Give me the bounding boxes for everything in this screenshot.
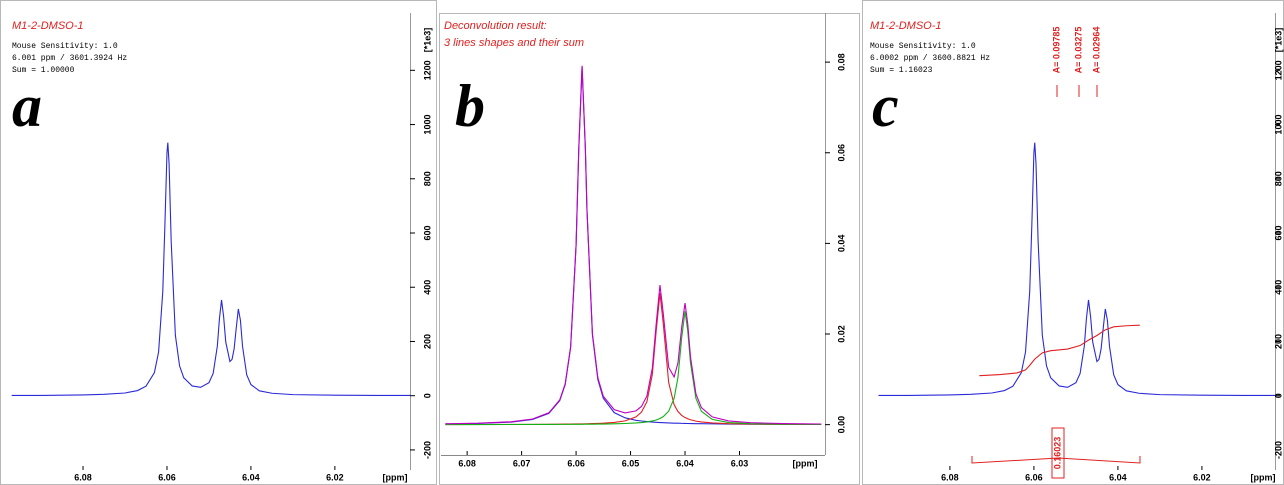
y-tick-label: 400	[1273, 280, 1283, 295]
x-axis-label: [ppm]	[1251, 472, 1276, 482]
integral-bracket	[971, 456, 1141, 464]
y-tick-label: 600	[422, 225, 432, 240]
y-axis-label: [*1e3]	[1273, 28, 1283, 53]
x-tick-label: 6.02	[326, 472, 344, 482]
info-line: Sum = 1.00000	[12, 66, 75, 75]
x-tick-label: 6.06	[158, 472, 176, 482]
info-line: Sum = 1.16023	[870, 66, 933, 75]
spectrum-title: Deconvolution result:	[444, 20, 547, 32]
subtitle: 3 lines shapes and their sum	[444, 37, 584, 49]
y-tick-label: 600	[1273, 225, 1283, 240]
x-tick-label: 6.04	[242, 472, 260, 482]
y-tick-label: 0	[422, 393, 432, 398]
panel-frame	[0, 0, 437, 485]
integral-box	[1051, 427, 1065, 479]
y-tick-label: 1200	[1273, 60, 1283, 80]
x-tick-label: 6.06	[1025, 472, 1043, 482]
plot-area	[878, 142, 1275, 396]
y-tick-label: 1200	[422, 60, 432, 80]
y-tick-label: 0	[1273, 393, 1283, 398]
y-tick-label: 1000	[1273, 115, 1283, 135]
panel-label: a	[12, 73, 42, 139]
x-axis-label: [ppm]	[793, 458, 818, 468]
x-tick-label: 6.08	[458, 458, 476, 468]
panel-frame	[862, 0, 1284, 485]
annotation: A= 0.03275	[1073, 27, 1083, 74]
y-tick-label: 400	[422, 280, 432, 295]
x-tick-label: 6.07	[513, 458, 531, 468]
x-tick-label: 6.04	[676, 458, 694, 468]
panel-label: b	[455, 73, 485, 139]
info-line: 6.0002 ppm / 3600.8821 Hz	[870, 54, 990, 63]
y-axis-label: [*1e3]	[422, 28, 432, 53]
x-axis-label: [ppm]	[383, 472, 408, 482]
y-tick-label: 200	[422, 334, 432, 349]
x-tick-label: 6.02	[1193, 472, 1211, 482]
annotation: A= 0.02964	[1091, 27, 1101, 74]
x-tick-label: 6.08	[74, 472, 92, 482]
panel-label: c	[872, 73, 899, 139]
y-tick-label: 0.08	[836, 53, 846, 71]
info-line: Mouse Sensitivity: 1.0	[870, 42, 976, 51]
y-tick-label: 0.00	[836, 416, 846, 434]
panel-frame	[439, 13, 860, 485]
x-tick-label: 6.03	[731, 458, 749, 468]
spectrum-line	[445, 65, 822, 425]
x-tick-label: 6.06	[567, 458, 585, 468]
spectrum-line	[979, 324, 1140, 377]
x-tick-label: 6.05	[622, 458, 640, 468]
info-line: Mouse Sensitivity: 1.0	[12, 42, 118, 51]
spectrum-title: M1-2-DMSO-1	[870, 20, 942, 32]
y-tick-label: -200	[422, 441, 432, 459]
y-tick-label: 1000	[422, 115, 432, 135]
info-line: 6.001 ppm / 3601.3924 Hz	[12, 54, 127, 63]
chart-layer: -200 0 200 400 600 800 1000 1200 6.08 6.06 6.04 6.0…	[11, 13, 1283, 482]
y-tick-label: 200	[1273, 334, 1283, 349]
spectrum-line	[445, 311, 822, 426]
y-tick-label: 0.06	[836, 144, 846, 162]
x-tick-label: 6.08	[941, 472, 959, 482]
spectrum-title: M1-2-DMSO-1	[12, 20, 84, 32]
x-tick-label: 6.04	[1109, 472, 1127, 482]
spectrum-line	[11, 142, 410, 396]
y-tick-label: 0.04	[836, 235, 846, 253]
y-tick-label: 800	[422, 171, 432, 186]
y-tick-label: 0.02	[836, 325, 846, 343]
plot-area	[445, 65, 822, 426]
plot-area	[11, 142, 410, 396]
annotation: A= 0.09785	[1051, 27, 1061, 74]
annotation: 0.16023	[1052, 437, 1062, 470]
y-tick-label: 800	[1273, 171, 1283, 186]
spectrum-line	[878, 142, 1275, 396]
y-tick-label: -200	[1273, 441, 1283, 459]
